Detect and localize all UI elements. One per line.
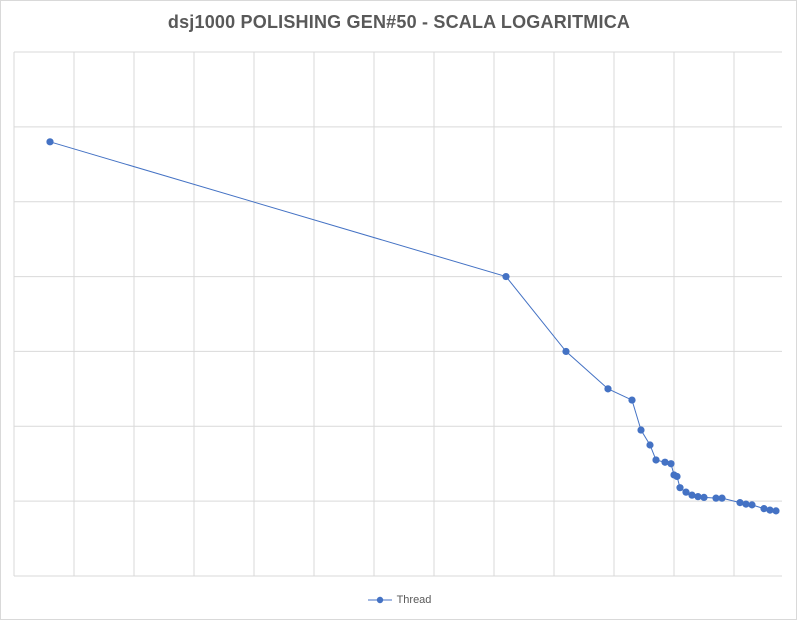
data-point (673, 472, 681, 481)
chart-title: dsj1000 POLISHING GEN#50 - SCALA LOGARIT… (167, 12, 631, 32)
series-line-thread (49, 141, 777, 512)
data-point (562, 347, 570, 356)
data-point (667, 460, 675, 468)
gridlines (13, 51, 782, 577)
series-thread (46, 138, 780, 515)
data-point (604, 385, 612, 393)
data-point (637, 426, 645, 434)
data-point (742, 500, 750, 508)
data-point (502, 272, 510, 281)
legend: Thread (0, 594, 798, 608)
data-point (712, 494, 720, 502)
data-point (628, 396, 636, 404)
data-point (700, 493, 708, 501)
data-point (688, 491, 696, 499)
data-point (760, 505, 768, 513)
data-point (46, 138, 54, 146)
data-point (676, 484, 684, 492)
data-point (736, 499, 744, 507)
data-point (652, 456, 660, 464)
data-point (682, 488, 690, 496)
data-point (694, 493, 702, 501)
legend-swatch (367, 596, 392, 604)
data-point (718, 494, 726, 502)
legend-label-thread: Thread (396, 594, 432, 606)
data-point (661, 458, 669, 466)
data-point (766, 506, 774, 514)
data-point (772, 507, 780, 515)
data-point (646, 441, 654, 449)
data-point (748, 501, 756, 509)
